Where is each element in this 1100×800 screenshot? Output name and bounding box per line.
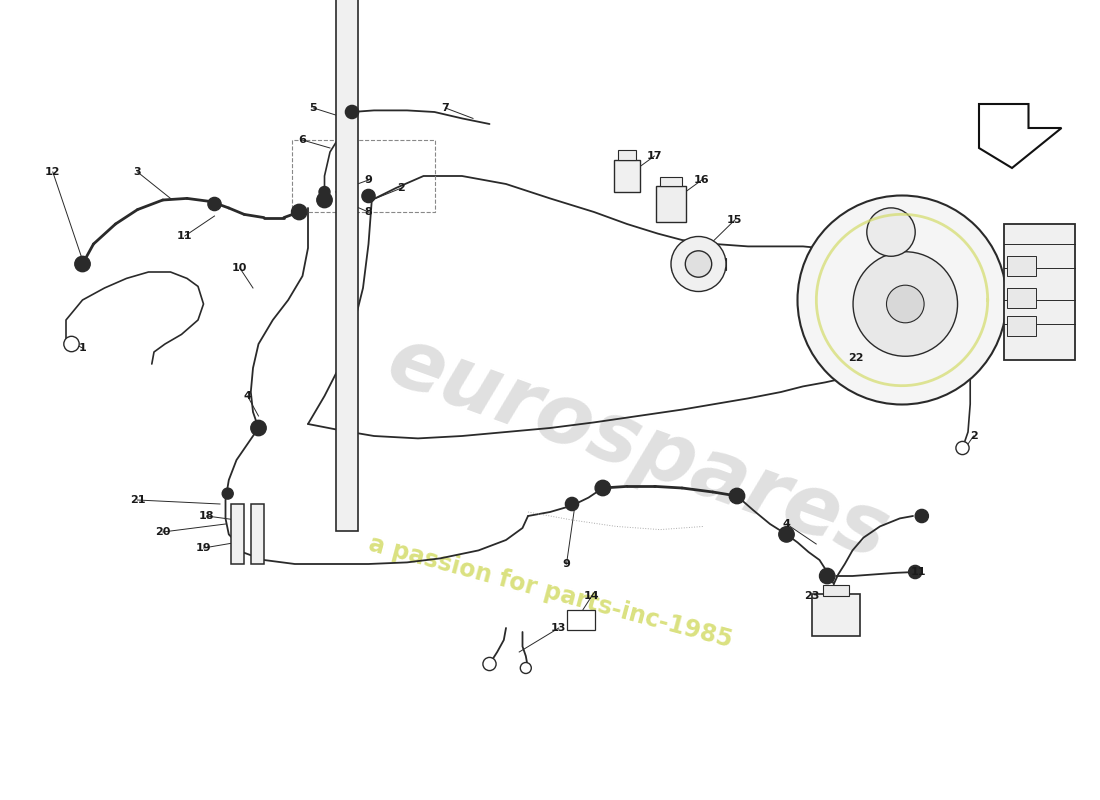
Text: 6: 6 xyxy=(298,135,307,145)
Polygon shape xyxy=(979,104,1062,168)
Text: 15: 15 xyxy=(727,215,742,225)
Bar xyxy=(231,504,244,564)
Text: 1: 1 xyxy=(78,343,87,353)
Text: 13: 13 xyxy=(551,623,566,633)
Circle shape xyxy=(292,204,307,220)
Circle shape xyxy=(854,252,957,356)
Circle shape xyxy=(671,237,726,291)
Circle shape xyxy=(887,285,924,323)
Bar xyxy=(1004,224,1076,360)
Bar xyxy=(671,258,726,270)
Bar xyxy=(336,0,358,531)
Bar xyxy=(1008,256,1036,276)
Circle shape xyxy=(779,526,794,542)
Circle shape xyxy=(909,566,922,578)
Bar xyxy=(1008,316,1036,336)
Text: 7: 7 xyxy=(441,103,450,113)
Text: 9: 9 xyxy=(364,175,373,185)
Text: 20: 20 xyxy=(155,527,170,537)
Circle shape xyxy=(208,198,221,210)
Text: 11: 11 xyxy=(911,567,926,577)
Bar xyxy=(566,610,595,630)
Text: 10: 10 xyxy=(232,263,248,273)
Circle shape xyxy=(915,510,928,522)
Circle shape xyxy=(319,186,330,198)
Circle shape xyxy=(565,498,579,510)
Bar xyxy=(251,504,264,564)
Circle shape xyxy=(798,195,1006,405)
Circle shape xyxy=(317,192,332,208)
Circle shape xyxy=(483,658,496,670)
Text: 22: 22 xyxy=(848,354,864,363)
Circle shape xyxy=(867,208,915,256)
Bar xyxy=(1008,288,1036,308)
Bar xyxy=(812,594,860,636)
Circle shape xyxy=(685,251,712,278)
Text: 12: 12 xyxy=(45,167,60,177)
Bar xyxy=(618,150,636,160)
Circle shape xyxy=(362,190,375,202)
Circle shape xyxy=(222,488,233,499)
Text: 5: 5 xyxy=(310,103,317,113)
Text: 17: 17 xyxy=(647,151,662,161)
Bar xyxy=(614,160,640,192)
Bar xyxy=(823,585,849,596)
Circle shape xyxy=(820,568,835,584)
Text: 2: 2 xyxy=(397,183,406,193)
Text: 21: 21 xyxy=(130,495,145,505)
Text: 4: 4 xyxy=(243,391,252,401)
Text: eurospares: eurospares xyxy=(376,320,900,576)
Text: 19: 19 xyxy=(196,543,211,553)
Circle shape xyxy=(345,106,359,118)
Bar xyxy=(660,177,682,186)
Text: 18: 18 xyxy=(199,511,214,521)
Circle shape xyxy=(729,488,745,504)
Text: a passion for parts-inc-1985: a passion for parts-inc-1985 xyxy=(365,532,735,652)
Circle shape xyxy=(595,480,610,496)
Text: 3: 3 xyxy=(134,167,141,177)
Text: 8: 8 xyxy=(364,207,373,217)
Text: 16: 16 xyxy=(694,175,710,185)
Circle shape xyxy=(956,442,969,454)
Text: 11: 11 xyxy=(177,231,192,241)
Text: 14: 14 xyxy=(584,591,600,601)
Bar xyxy=(656,186,686,222)
Text: 9: 9 xyxy=(562,559,571,569)
Circle shape xyxy=(64,336,79,352)
Circle shape xyxy=(520,662,531,674)
Circle shape xyxy=(251,420,266,436)
Text: 23: 23 xyxy=(804,591,820,601)
Text: 4: 4 xyxy=(782,519,791,529)
Text: 2: 2 xyxy=(969,431,978,441)
Circle shape xyxy=(75,256,90,272)
